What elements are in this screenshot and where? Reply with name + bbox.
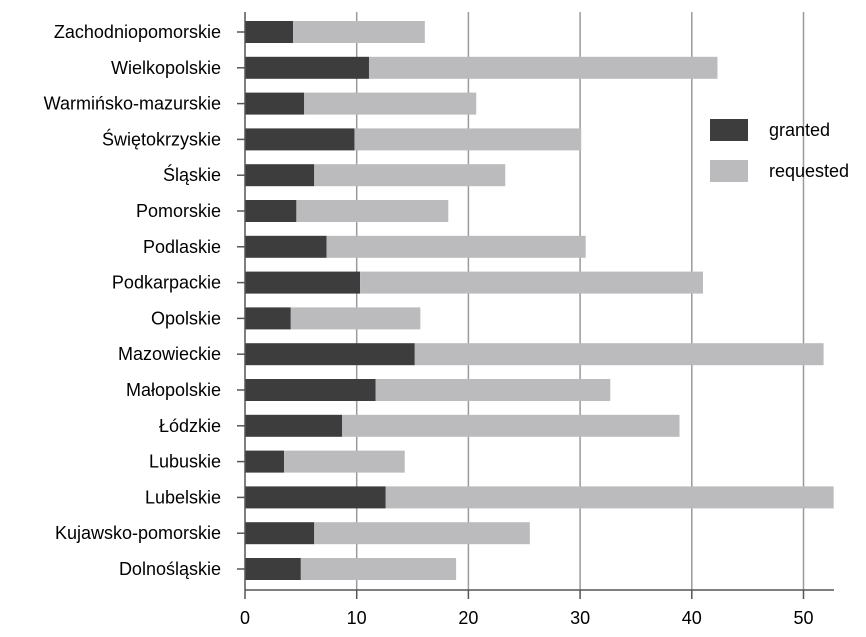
category-label-opolskie: Opolskie [151, 308, 221, 328]
bar-granted-wielkopolskie [245, 56, 369, 79]
bar-granted-warmińsko-mazurskie [245, 92, 305, 115]
bar-granted-opolskie [245, 307, 291, 330]
bar-granted-pomorskie [245, 200, 297, 222]
category-label-śląskie: Śląskie [163, 164, 221, 185]
category-label-mazowieckie: Mazowieckie [118, 344, 221, 364]
category-labels: Zachodniopomorskie Wielkopolskie Warmińsko… [44, 22, 221, 579]
category-label-dolnośląskie: Dolnośląskie [119, 559, 221, 579]
legend-swatch-granted [710, 119, 748, 141]
bar-granted-podlaskie [245, 235, 327, 258]
x-tick-label-30: 30 [570, 608, 590, 628]
x-tick-label-50: 50 [793, 608, 813, 628]
category-label-pomorskie: Pomorskie [136, 201, 221, 221]
category-label-kujawsko-pomorskie: Kujawsko-pomorskie [55, 523, 221, 543]
bar-granted-lubelskie [245, 486, 386, 509]
bar-granted-świętokrzyskie [245, 128, 355, 151]
bar-requested-małopolskie [375, 379, 611, 401]
category-label-małopolskie: Małopolskie [126, 380, 221, 400]
bar-granted-małopolskie [245, 379, 376, 401]
x-tick-labels: 0 10 20 30 40 50 [240, 608, 814, 628]
bar-requested-zachodniopomorskie [293, 21, 425, 43]
bar-requested-wielkopolskie [368, 56, 718, 79]
axes [237, 12, 834, 599]
bar-requested-lubelskie [385, 486, 834, 509]
legend-label-requested: requested [769, 161, 849, 181]
x-tick-label-0: 0 [240, 608, 250, 628]
bar-requested-kujawsko-pomorskie [314, 522, 530, 545]
bar-granted-kujawsko-pomorskie [245, 522, 315, 545]
legend: granted requested [710, 119, 849, 182]
legend-swatch-requested [710, 160, 748, 182]
bar-requested-warmińsko-mazurskie [304, 92, 477, 115]
bar-granted-śląskie [245, 164, 315, 187]
bar-granted-mazowieckie [245, 343, 415, 366]
category-label-lubuskie: Lubuskie [149, 452, 221, 472]
bar-granted-zachodniopomorskie [245, 21, 294, 43]
bars [245, 21, 834, 580]
category-label-świętokrzyskie: Świętokrzyskie [102, 128, 221, 149]
x-tick-label-40: 40 [682, 608, 702, 628]
bar-requested-dolnośląskie [300, 558, 457, 580]
legend-label-granted: granted [769, 120, 830, 140]
category-label-lubelskie: Lubelskie [145, 487, 221, 507]
category-label-łódzkie: Łódzkie [159, 416, 221, 436]
category-label-warmińsko-mazurskie: Warmińsko-mazurskie [44, 94, 221, 114]
bar-requested-podlaskie [326, 235, 586, 258]
bar-granted-łódzkie [245, 414, 343, 437]
bar-requested-mazowieckie [414, 343, 824, 366]
bar-requested-opolskie [290, 307, 421, 330]
bar-requested-świętokrzyskie [354, 128, 582, 151]
bar-granted-podkarpackie [245, 271, 361, 294]
bar-requested-podkarpackie [360, 271, 703, 294]
category-label-zachodniopomorskie: Zachodniopomorskie [54, 22, 221, 42]
category-label-wielkopolskie: Wielkopolskie [111, 58, 221, 78]
bar-requested-lubuskie [284, 450, 405, 473]
bar-requested-łódzkie [342, 414, 680, 437]
category-label-podlaskie: Podlaskie [143, 237, 221, 257]
bar-requested-pomorskie [296, 200, 449, 222]
bar-requested-śląskie [314, 164, 506, 187]
bar-granted-dolnośląskie [245, 558, 301, 580]
category-label-podkarpackie: Podkarpackie [112, 273, 221, 293]
x-tick-label-20: 20 [458, 608, 478, 628]
bar-granted-lubuskie [245, 450, 285, 473]
x-tick-label-10: 10 [347, 608, 367, 628]
